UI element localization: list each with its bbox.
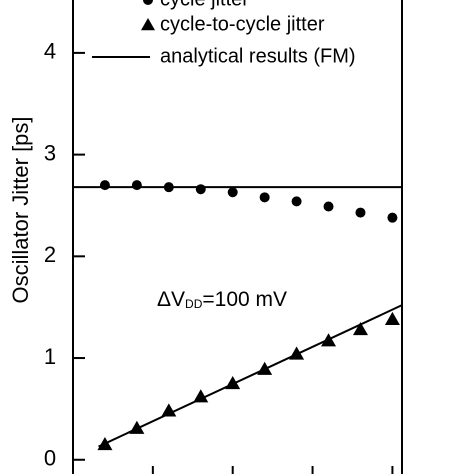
y-tick-label: 2 — [44, 242, 56, 267]
legend-label: cycle jitter — [160, 0, 249, 10]
point — [193, 389, 209, 403]
point — [384, 311, 400, 326]
point — [227, 187, 238, 198]
y-tick-label: 3 — [44, 140, 56, 165]
point — [99, 180, 110, 191]
point — [352, 322, 368, 336]
legend-label: analytical results (FM) — [160, 45, 356, 67]
annotation-subscript: DD — [185, 297, 203, 311]
point — [355, 207, 366, 218]
line — [73, 186, 403, 448]
point — [161, 403, 177, 417]
point — [323, 201, 334, 212]
annotation-text: ΔV — [157, 288, 185, 311]
y-axis-label: Oscillator Jitter [ps] — [8, 116, 33, 303]
legend-marker — [141, 18, 155, 31]
annotation-rest: =100 mV — [202, 288, 287, 311]
point — [387, 212, 398, 223]
y-tick-label: 0 — [44, 446, 56, 471]
point — [291, 196, 302, 207]
y-tick-label: 4 — [44, 39, 56, 64]
point — [195, 184, 206, 195]
annotation: ΔVDD=100 mV — [157, 288, 287, 312]
y-tick-label: 1 — [44, 344, 56, 369]
legend-label: cycle-to-cycle jitter — [160, 13, 325, 35]
point — [131, 180, 142, 191]
legend-marker — [143, 0, 153, 5]
point — [259, 192, 270, 203]
